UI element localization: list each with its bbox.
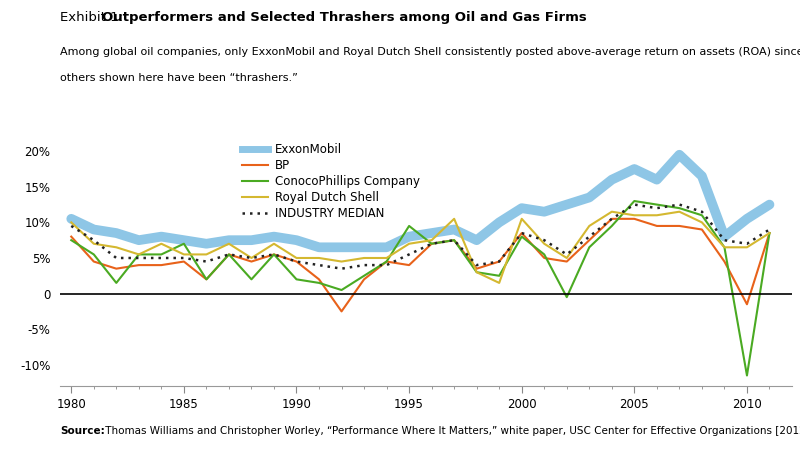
Text: Exhibit 1:: Exhibit 1: (60, 11, 127, 24)
Text: Among global oil companies, only ExxonMobil and Royal Dutch Shell consistently p: Among global oil companies, only ExxonMo… (60, 47, 800, 57)
Legend: ExxonMobil, BP, ConocoPhillips Company, Royal Dutch Shell, INDUSTRY MEDIAN: ExxonMobil, BP, ConocoPhillips Company, … (242, 143, 420, 220)
Text: Source:: Source: (60, 427, 105, 436)
Text: Thomas Williams and Christopher Worley, “Performance Where It Matters,” white pa: Thomas Williams and Christopher Worley, … (102, 427, 800, 436)
Text: others shown here have been “thrashers.”: others shown here have been “thrashers.” (60, 73, 298, 83)
Text: Outperformers and Selected Thrashers among Oil and Gas Firms: Outperformers and Selected Thrashers amo… (102, 11, 586, 24)
